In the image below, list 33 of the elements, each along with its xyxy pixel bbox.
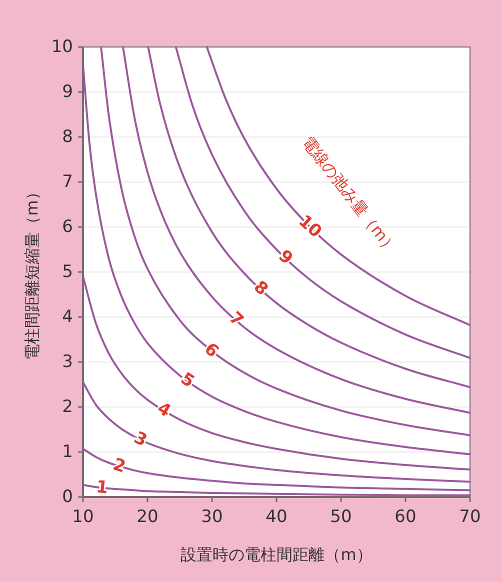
- text: 5: [176, 368, 198, 392]
- line-series: [82, 448, 471, 492]
- x-tick-label: 40: [266, 507, 288, 527]
- y-tick-label: 7: [62, 172, 73, 192]
- text: 1: [95, 477, 109, 498]
- y-tick-label: 6: [62, 217, 73, 237]
- x-tick-label: 20: [136, 507, 158, 527]
- y-tick-label: 4: [62, 307, 73, 327]
- text: 6: [200, 339, 222, 362]
- y-tick-label: 9: [62, 82, 73, 102]
- text: 9: [274, 246, 296, 269]
- y-tick-label: 0: [62, 487, 73, 507]
- y-tick-label: 2: [62, 397, 73, 417]
- y-tick-label: 10: [51, 37, 73, 57]
- line-series: [82, 276, 471, 471]
- y-tick-label: 3: [62, 352, 73, 372]
- x-tick-label: 50: [330, 507, 352, 527]
- x-tick-label: 30: [201, 507, 223, 527]
- y-tick-label: 8: [62, 127, 73, 147]
- y-tick-label: 1: [62, 442, 73, 462]
- y-axis-title: 電柱間距離短縮量（m）: [22, 184, 42, 360]
- line-series: [174, 46, 471, 359]
- line-series: [206, 46, 471, 326]
- text: 3: [130, 428, 150, 452]
- text: 8: [250, 277, 272, 300]
- x-tick-label: 70: [459, 507, 481, 527]
- text: 2: [110, 454, 128, 478]
- x-axis-title: 設置時の電柱間距離（m）: [180, 545, 372, 564]
- text: 4: [154, 398, 174, 422]
- text: 7: [224, 308, 248, 331]
- x-tick-label: 60: [394, 507, 416, 527]
- text: 10: [294, 211, 326, 242]
- y-tick-label: 5: [62, 262, 73, 282]
